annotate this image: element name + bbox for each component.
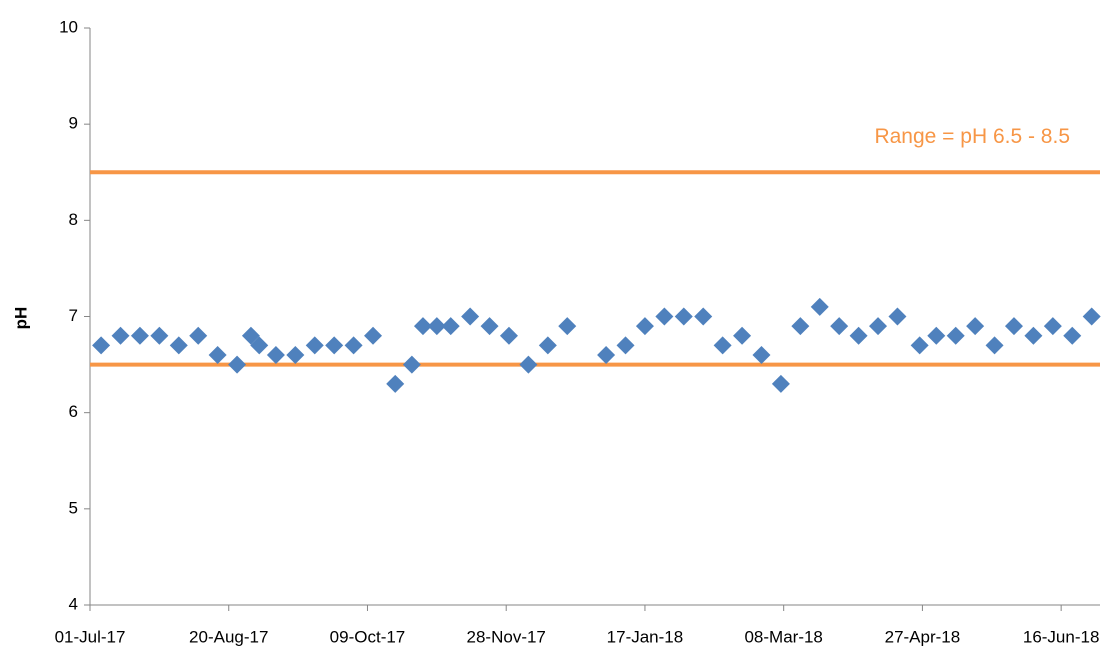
point bbox=[189, 326, 208, 345]
point bbox=[111, 326, 130, 345]
y-tick-label: 5 bbox=[69, 498, 78, 517]
point bbox=[771, 374, 790, 393]
point bbox=[266, 345, 285, 364]
point bbox=[888, 307, 907, 326]
point bbox=[791, 317, 810, 336]
point bbox=[869, 317, 888, 336]
x-tick-label: 27-Apr-18 bbox=[885, 627, 961, 646]
y-tick-label: 9 bbox=[69, 114, 78, 133]
point bbox=[130, 326, 149, 345]
point bbox=[386, 374, 405, 393]
point bbox=[1043, 317, 1062, 336]
point bbox=[849, 326, 868, 345]
point bbox=[635, 317, 654, 336]
x-tick-label: 28-Nov-17 bbox=[467, 627, 546, 646]
point bbox=[616, 336, 635, 355]
point bbox=[169, 336, 188, 355]
point bbox=[655, 307, 674, 326]
y-tick-label: 4 bbox=[69, 594, 78, 613]
point bbox=[364, 326, 383, 345]
point bbox=[1004, 317, 1023, 336]
point bbox=[402, 355, 421, 374]
point bbox=[150, 326, 169, 345]
point bbox=[733, 326, 752, 345]
point bbox=[538, 336, 557, 355]
point bbox=[208, 345, 227, 364]
point bbox=[461, 307, 480, 326]
point bbox=[286, 345, 305, 364]
point bbox=[910, 336, 929, 355]
point bbox=[713, 336, 732, 355]
x-tick-label: 20-Aug-17 bbox=[189, 627, 268, 646]
x-tick-label: 09-Oct-17 bbox=[330, 627, 406, 646]
point bbox=[480, 317, 499, 336]
point bbox=[305, 336, 324, 355]
x-tick-label: 16-Jun-18 bbox=[1023, 627, 1100, 646]
point bbox=[250, 336, 269, 355]
point bbox=[1082, 307, 1101, 326]
y-tick-label: 7 bbox=[69, 306, 78, 325]
point bbox=[597, 345, 616, 364]
point bbox=[674, 307, 693, 326]
point bbox=[228, 355, 247, 374]
point bbox=[985, 336, 1004, 355]
point bbox=[344, 336, 363, 355]
x-tick-label: 17-Jan-18 bbox=[607, 627, 684, 646]
y-tick-label: 6 bbox=[69, 402, 78, 421]
point bbox=[499, 326, 518, 345]
point bbox=[694, 307, 713, 326]
point bbox=[441, 317, 460, 336]
y-axis-label: pH bbox=[11, 307, 30, 330]
point bbox=[519, 355, 538, 374]
point bbox=[830, 317, 849, 336]
annotation: Range = pH 6.5 - 8.5 bbox=[874, 125, 1070, 148]
point bbox=[1024, 326, 1043, 345]
point bbox=[325, 336, 344, 355]
point bbox=[413, 317, 432, 336]
point bbox=[927, 326, 946, 345]
x-tick-label: 08-Mar-18 bbox=[744, 627, 822, 646]
point bbox=[966, 317, 985, 336]
point bbox=[810, 297, 829, 316]
point bbox=[558, 317, 577, 336]
point bbox=[92, 336, 111, 355]
point bbox=[752, 345, 771, 364]
point bbox=[1063, 326, 1082, 345]
y-tick-label: 10 bbox=[59, 17, 78, 36]
point bbox=[946, 326, 965, 345]
x-tick-label: 01-Jul-17 bbox=[55, 627, 126, 646]
y-tick-label: 8 bbox=[69, 210, 78, 229]
point bbox=[427, 317, 446, 336]
